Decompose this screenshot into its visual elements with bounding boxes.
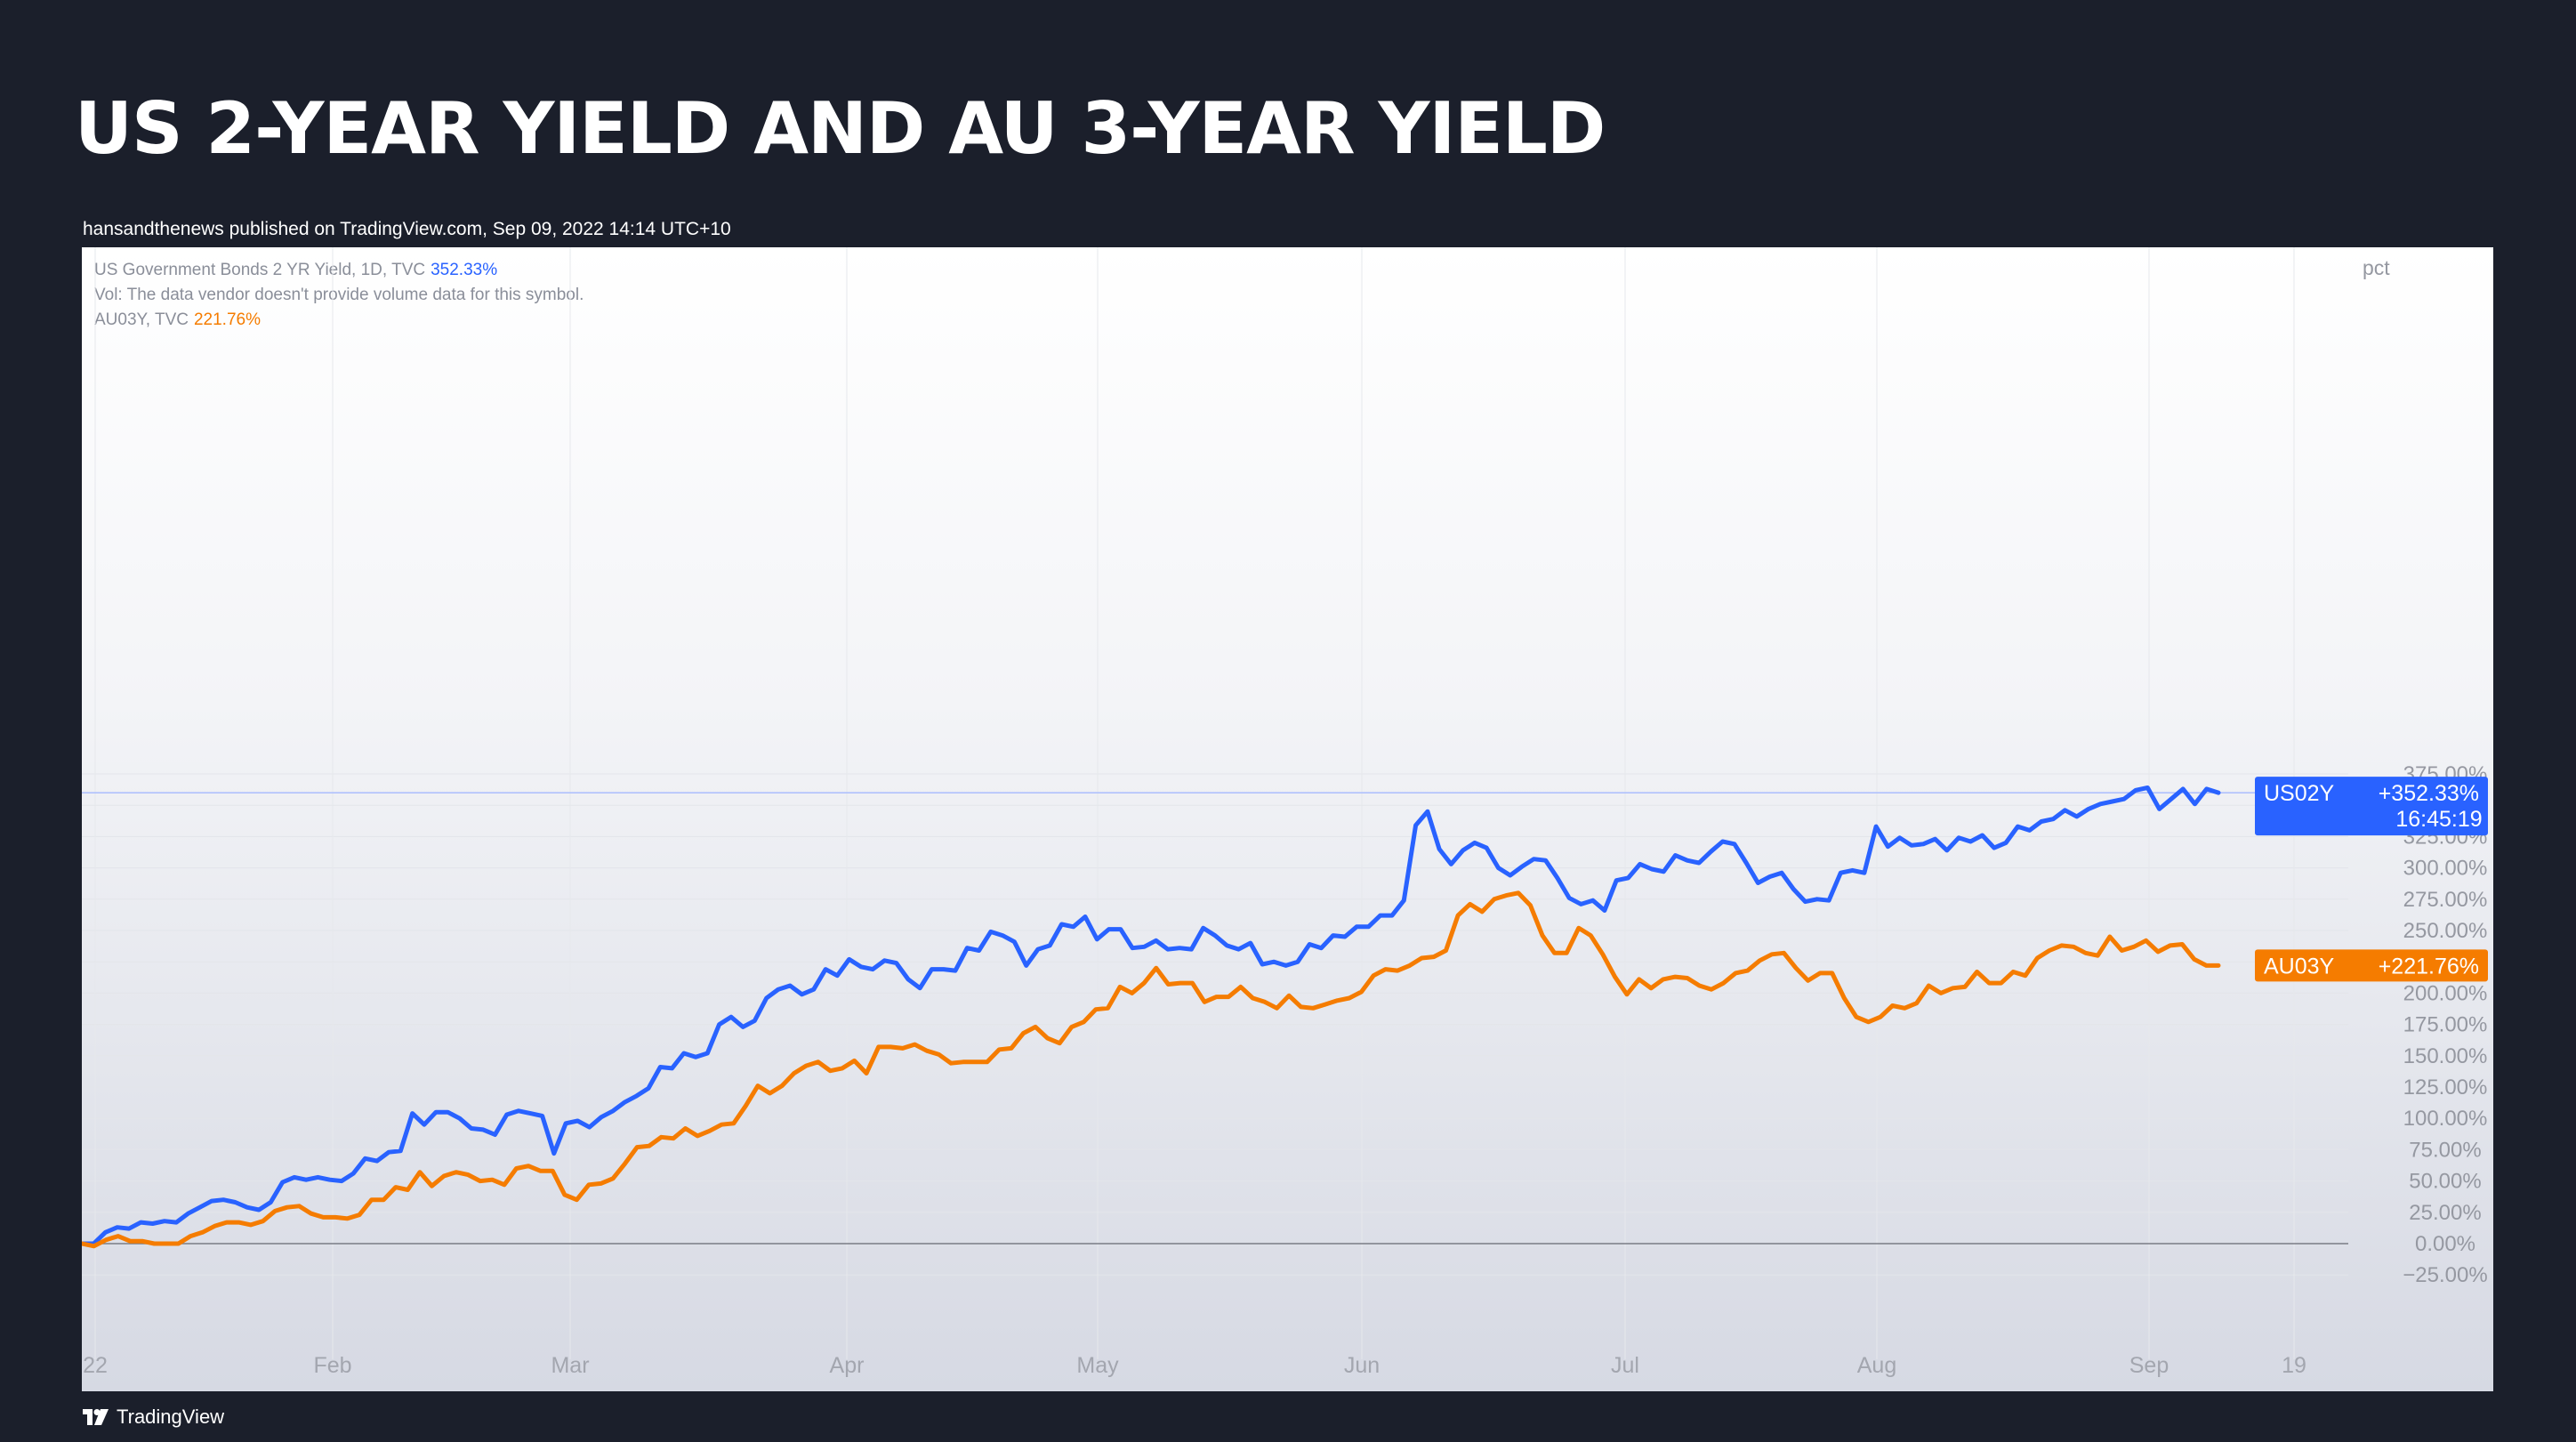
tradingview-logo[interactable]: TradingView — [83, 1406, 224, 1429]
price-scale-unit: pct — [2363, 256, 2390, 279]
chart-legend: US Government Bonds 2 YR Yield, 1D, TVC 3… — [94, 258, 584, 333]
x-tick-label: Mar — [551, 1353, 589, 1378]
y-tick-label: 300.00% — [2403, 857, 2488, 881]
y-tick-label: 125.00% — [2403, 1075, 2488, 1100]
chart-plot[interactable]: 375.00%350.00%325.00%300.00%275.00%250.0… — [82, 247, 2493, 1391]
legend-au-row[interactable]: AU03Y, TVC 221.76% — [94, 308, 584, 333]
x-tick-label: May — [1076, 1353, 1119, 1378]
x-tick-label: 22 — [83, 1353, 108, 1378]
legend-us-label: US Government Bonds 2 YR Yield, 1D, TVC — [94, 261, 426, 279]
y-tick-label: 275.00% — [2403, 888, 2488, 912]
legend-au-label: AU03Y, TVC — [94, 310, 189, 329]
x-tick-label: 19 — [2282, 1353, 2306, 1378]
series-line-us02y[interactable] — [82, 785, 2221, 1246]
footer-brand: TradingView — [117, 1406, 225, 1428]
badge-symbol: AU03Y — [2264, 954, 2335, 979]
x-tick-label: Sep — [2129, 1353, 2169, 1378]
y-tick-label: 0.00% — [2415, 1232, 2475, 1256]
legend-us-row[interactable]: US Government Bonds 2 YR Yield, 1D, TVC 3… — [94, 258, 584, 283]
badge-value: +352.33% — [2379, 781, 2479, 806]
tradingview-icon — [83, 1409, 109, 1425]
x-tick-label: Aug — [1857, 1353, 1896, 1378]
y-tick-label: 25.00% — [2409, 1201, 2481, 1225]
page-title: US 2-YEAR YIELD AND AU 3-YEAR YIELD — [75, 87, 1606, 170]
legend-us-value: 352.33% — [431, 261, 498, 279]
chart-panel[interactable]: US Government Bonds 2 YR Yield, 1D, TVC 3… — [82, 247, 2493, 1391]
y-tick-label: 100.00% — [2403, 1107, 2488, 1131]
publish-info: hansandthenews published on TradingView.… — [83, 219, 731, 239]
y-tick-label: 75.00% — [2409, 1138, 2481, 1162]
y-tick-label: 250.00% — [2403, 919, 2488, 943]
y-tick-label: 50.00% — [2409, 1170, 2481, 1194]
y-tick-label: 175.00% — [2403, 1013, 2488, 1037]
legend-au-value: 221.76% — [193, 310, 261, 329]
x-tick-label: Jun — [1344, 1353, 1380, 1378]
badge-symbol: US02Y — [2264, 781, 2335, 806]
legend-volume-note: Vol: The data vendor doesn't provide vol… — [94, 286, 584, 304]
y-tick-label: 150.00% — [2403, 1044, 2488, 1068]
badge-countdown: 16:45:19 — [2395, 807, 2482, 832]
y-tick-label: −25.00% — [2403, 1263, 2487, 1287]
price-badge-au03y[interactable] — [2255, 949, 2488, 982]
price-badge-us02y[interactable] — [2255, 777, 2488, 836]
x-tick-label: Feb — [313, 1353, 351, 1378]
series-line-au03y[interactable] — [82, 890, 2221, 1249]
y-tick-label: 200.00% — [2403, 981, 2488, 1005]
x-tick-label: Apr — [830, 1353, 865, 1378]
x-tick-label: Jul — [1611, 1353, 1639, 1378]
badge-value: +221.76% — [2379, 954, 2479, 979]
